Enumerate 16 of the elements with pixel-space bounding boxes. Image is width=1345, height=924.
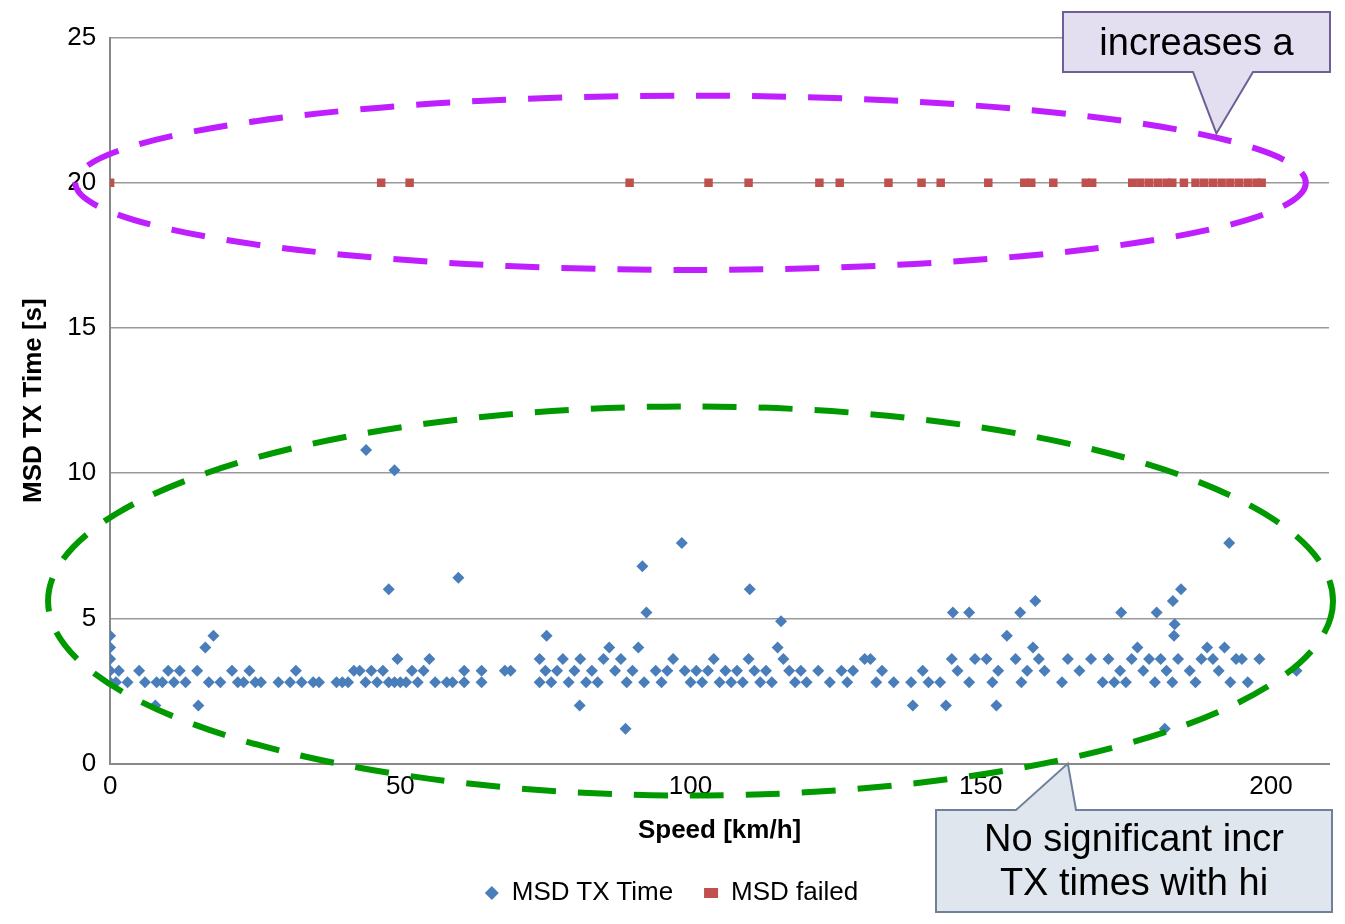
- legend-label: MSD failed: [731, 876, 859, 907]
- annotation: increases a: [1098, 20, 1295, 65]
- text: No significant incr TX times with hi: [983, 816, 1285, 905]
- x-tick-label: 200: [1249, 770, 1293, 801]
- y-axis-title: MSD TX Time [s]: [16, 298, 47, 503]
- y-tick-label: 0: [81, 746, 97, 777]
- y-tick-label: 5: [81, 601, 97, 632]
- y-tick-label: 15: [67, 311, 97, 342]
- y-tick-label: 25: [67, 20, 97, 51]
- x-tick-label: 0: [102, 770, 118, 801]
- x-tick-label: 50: [385, 770, 415, 801]
- y-tick-label: 10: [67, 456, 97, 487]
- x-tick-label: 150: [959, 770, 1003, 801]
- x-axis-title: Speed [km/h]: [637, 813, 802, 844]
- legend-label: MSD TX Time: [511, 876, 674, 907]
- x-tick-label: 100: [668, 770, 713, 801]
